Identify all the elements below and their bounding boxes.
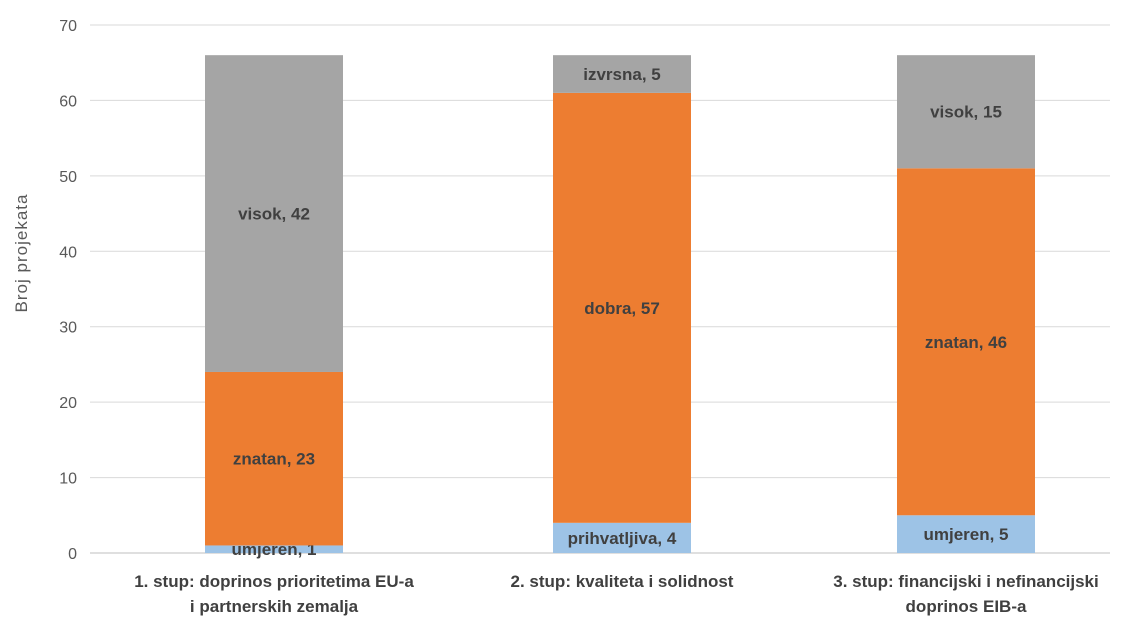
bar-segment-izvrsna bbox=[553, 55, 691, 93]
data-label: prihvatljiva, 4 bbox=[568, 529, 677, 548]
x-axis-categories: 1. stup: doprinos prioritetima EU-a i par… bbox=[134, 572, 1099, 616]
data-label: visok, 15 bbox=[930, 103, 1002, 122]
bar-segment-prihvatljiva bbox=[553, 522, 691, 553]
y-tick-label: 10 bbox=[59, 471, 77, 488]
y-tick-label: 60 bbox=[59, 93, 77, 110]
y-tick-label: 20 bbox=[59, 395, 77, 412]
bar-segment-znatan bbox=[205, 371, 343, 546]
data-label: znatan, 46 bbox=[925, 333, 1007, 352]
bar-segment-visok bbox=[205, 55, 343, 372]
data-label: izvrsna, 5 bbox=[583, 65, 661, 84]
x-category-label: 3. stup: financijski i nefinancijski bbox=[833, 572, 1098, 591]
x-category-label: 1. stup: doprinos prioritetima EU-a bbox=[134, 572, 414, 591]
data-label: visok, 42 bbox=[238, 205, 310, 224]
data-label: znatan, 23 bbox=[233, 450, 315, 469]
x-category-label: doprinos EIB-a bbox=[906, 597, 1027, 616]
x-category-label: i partnerskih zemalja bbox=[190, 597, 359, 616]
bar-segment-umjeren bbox=[205, 545, 343, 553]
y-tick-label: 50 bbox=[59, 169, 77, 186]
bar-segment-dobra bbox=[553, 92, 691, 523]
bar-segment-umjeren bbox=[897, 515, 1035, 553]
y-tick-label: 40 bbox=[59, 244, 77, 261]
bar-segment-znatan bbox=[897, 168, 1035, 516]
x-category-label: 2. stup: kvaliteta i solidnost bbox=[511, 572, 734, 591]
y-axis-ticks: 0 10 20 30 40 50 60 70 bbox=[59, 18, 77, 563]
y-tick-label: 70 bbox=[59, 18, 77, 35]
data-label: dobra, 57 bbox=[584, 299, 660, 318]
y-tick-label: 30 bbox=[59, 320, 77, 337]
y-axis-label: Broj projekata bbox=[12, 194, 31, 313]
y-tick-label: 0 bbox=[68, 546, 77, 563]
bar-segment-visok bbox=[897, 55, 1035, 169]
data-label: umjeren, 5 bbox=[923, 525, 1008, 544]
